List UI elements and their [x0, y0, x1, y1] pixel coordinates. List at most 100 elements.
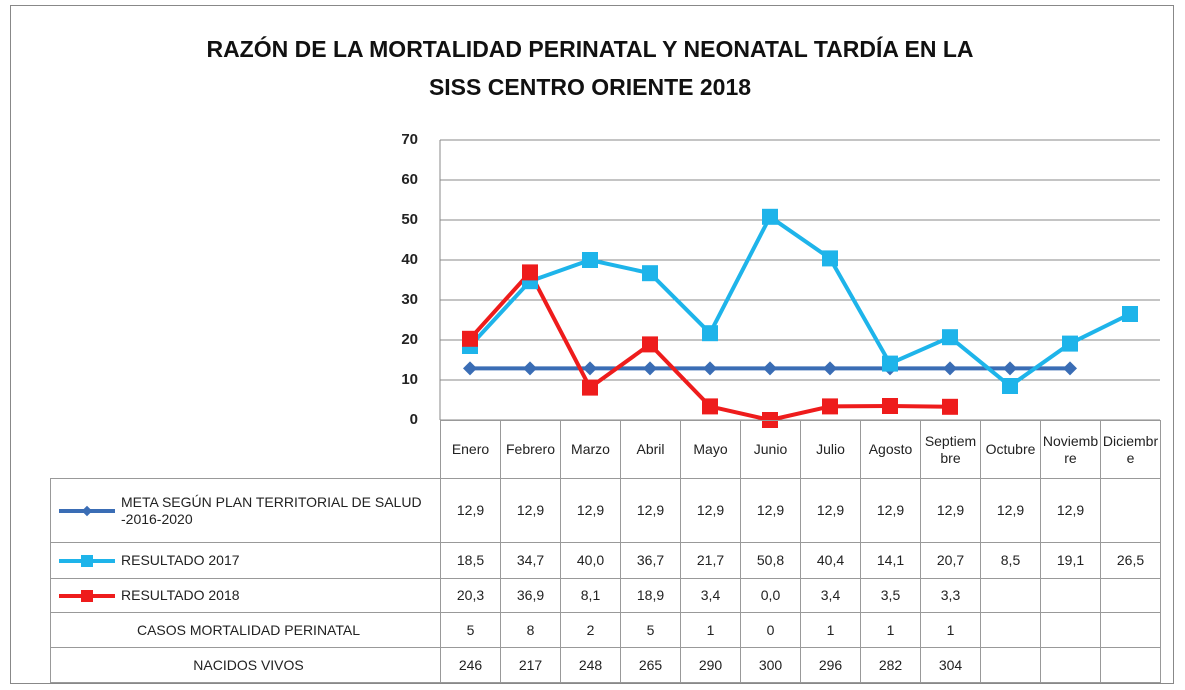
data-label: 21,7	[680, 542, 741, 579]
data-point	[1122, 306, 1138, 322]
data-label: 18,5	[440, 542, 501, 579]
x-tick-label: Marzo	[560, 420, 621, 479]
data-point	[643, 361, 657, 376]
data-label: 290	[680, 647, 741, 683]
data-point	[462, 330, 478, 347]
y-tick-label: 70	[401, 131, 418, 148]
chart-frame	[10, 5, 1174, 684]
data-label: 40,0	[560, 542, 621, 579]
legend-key	[59, 589, 115, 602]
x-tick-label: Julio	[800, 420, 861, 479]
data-point	[702, 398, 718, 415]
x-tick-label: Enero	[440, 420, 501, 479]
data-label: 5	[620, 612, 681, 648]
data-label: 3,3	[920, 578, 981, 613]
legend-entry: RESULTADO 2017	[50, 542, 441, 579]
data-label: 265	[620, 647, 681, 683]
data-label: 12,9	[800, 478, 861, 543]
data-point	[642, 265, 658, 282]
data-label	[1100, 612, 1161, 648]
x-tick-label: Diciembre	[1100, 420, 1161, 479]
data-label: 2	[560, 612, 621, 648]
data-label	[980, 612, 1041, 648]
y-tick-label: 0	[410, 411, 418, 428]
x-tick-label: Noviembre	[1040, 420, 1101, 479]
legend-marker	[81, 554, 93, 567]
data-label: 1	[920, 612, 981, 648]
data-point	[882, 355, 898, 372]
data-label: 12,9	[740, 478, 801, 543]
data-point	[642, 336, 658, 353]
data-label: 217	[500, 647, 561, 683]
data-point	[763, 361, 777, 376]
data-label: 34,7	[500, 542, 561, 579]
y-tick-label: 20	[401, 331, 418, 348]
data-label: 14,1	[860, 542, 921, 579]
data-point	[582, 379, 598, 396]
legend-key	[59, 554, 115, 567]
data-label: 304	[920, 647, 981, 683]
data-label	[980, 647, 1041, 683]
data-label: 36,7	[620, 542, 681, 579]
x-tick-label: Abril	[620, 420, 681, 479]
data-point	[1062, 335, 1078, 352]
data-point	[1002, 378, 1018, 394]
data-label: 12,9	[860, 478, 921, 543]
y-tick-label: 50	[401, 211, 418, 228]
data-label: 246	[440, 647, 501, 683]
data-label: 282	[860, 647, 921, 683]
data-label	[1040, 647, 1101, 683]
data-label: 12,9	[980, 478, 1041, 543]
data-point	[822, 250, 838, 267]
legend-label: META SEGÚN PLAN TERRITORIAL DE SALUD -20…	[121, 493, 422, 527]
data-label: 40,4	[800, 542, 861, 579]
data-point	[942, 398, 958, 415]
data-point	[523, 361, 537, 376]
legend-label: NACIDOS VIVOS	[193, 656, 304, 673]
data-label: 26,5	[1100, 542, 1161, 579]
data-point	[822, 398, 838, 415]
legend-marker	[81, 505, 93, 516]
data-label: 8,1	[560, 578, 621, 613]
x-tick-label: Febrero	[500, 420, 561, 479]
data-label: 12,9	[500, 478, 561, 543]
data-label	[1040, 578, 1101, 613]
data-label: 12,9	[680, 478, 741, 543]
data-label: 1	[800, 612, 861, 648]
chart-title: RAZÓN DE LA MORTALIDAD PERINATAL Y NEONA…	[206, 36, 974, 100]
data-label: 1	[680, 612, 741, 648]
data-label: 0	[740, 612, 801, 648]
data-label: 36,9	[500, 578, 561, 613]
legend-entry: META SEGÚN PLAN TERRITORIAL DE SALUD -20…	[50, 478, 441, 543]
data-label: 50,8	[740, 542, 801, 579]
data-label: 1	[860, 612, 921, 648]
series-line	[468, 214, 1131, 388]
legend-key	[59, 505, 115, 516]
data-point	[463, 361, 477, 376]
data-label: 8	[500, 612, 561, 648]
data-label: 248	[560, 647, 621, 683]
x-tick-label: Mayo	[680, 420, 741, 479]
data-label: 12,9	[620, 478, 681, 543]
data-label: 18,9	[620, 578, 681, 613]
data-label: 300	[740, 647, 801, 683]
data-point	[583, 361, 597, 376]
data-point	[882, 398, 898, 414]
data-label	[1100, 478, 1161, 543]
legend-label: CASOS MORTALIDAD PERINATAL	[136, 621, 360, 638]
data-point	[582, 252, 598, 268]
data-label: 12,9	[920, 478, 981, 543]
data-label: 3,5	[860, 578, 921, 613]
y-tick-label: 10	[401, 371, 418, 388]
data-label	[1040, 612, 1101, 648]
data-point	[702, 325, 718, 342]
data-label: 0,0	[740, 578, 801, 613]
y-tick-label: 40	[401, 251, 418, 268]
data-label: 3,4	[800, 578, 861, 613]
data-label	[1100, 578, 1161, 613]
data-label: 19,1	[1040, 542, 1101, 579]
data-label: 20,3	[440, 578, 501, 613]
legend-label: RESULTADO 2017	[121, 552, 240, 568]
